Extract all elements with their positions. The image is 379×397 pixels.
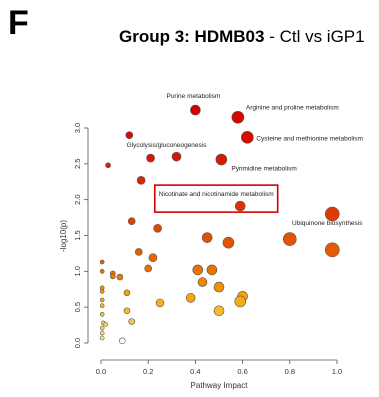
data-point: [103, 322, 109, 327]
data-point: [192, 264, 204, 276]
data-point: [99, 335, 105, 341]
data-point: [282, 232, 297, 246]
data-point: [116, 273, 124, 281]
data-point: [153, 224, 162, 233]
data-point: [185, 293, 196, 303]
data-point: [99, 259, 105, 265]
data-point: [144, 264, 152, 273]
highlight-layer: [153, 184, 279, 213]
x-tick-label: 0.4: [190, 367, 200, 376]
y-tick-label: 3.0: [73, 123, 82, 133]
data-point: [125, 131, 134, 139]
point-label: Ubiquinone biosynthesis: [292, 220, 363, 227]
data-point: [123, 307, 131, 315]
data-point: [155, 298, 165, 308]
y-tick-label: 1.0: [73, 266, 82, 276]
points-layer: [99, 104, 340, 345]
data-point: [234, 200, 246, 212]
data-point: [134, 248, 143, 256]
data-point: [324, 242, 340, 258]
data-point: [128, 318, 135, 325]
data-point: [110, 273, 116, 280]
data-point: [213, 305, 225, 317]
heading-group: Group 3: HDMB03: [119, 27, 265, 46]
data-point: [146, 153, 155, 163]
data-point: [148, 253, 158, 263]
data-point: [99, 325, 105, 331]
data-point: [231, 110, 245, 124]
data-point: [99, 297, 105, 303]
data-point: [99, 269, 105, 274]
x-tick-label: 0.8: [285, 367, 295, 376]
y-tick-label: 2.5: [73, 159, 82, 169]
data-point: [127, 217, 136, 225]
point-label: Pyrimidine metabolism: [231, 166, 296, 173]
data-point: [99, 303, 105, 309]
y-tick-label: 1.5: [73, 230, 82, 240]
point-label: Cysteine and methionine metabolism: [256, 135, 363, 142]
data-point: [234, 295, 247, 308]
data-point: [105, 162, 111, 169]
figure-heading: Group 3: HDMB03 - Ctl vs iGP1: [119, 28, 365, 45]
data-point: [197, 277, 208, 287]
data-point: [99, 312, 105, 317]
data-point: [215, 153, 228, 166]
point-labels: Purine metabolism Arginine and proline me…: [127, 93, 364, 227]
axes: 0.0 0.2 0.4 0.6 0.8 1.0 0.0 0.5 1.0 1.5 2.0 2.5 3.0: [73, 123, 342, 376]
data-point: [222, 236, 235, 249]
data-point: [206, 264, 218, 276]
x-tick-label: 1.0: [332, 367, 342, 376]
data-point: [123, 289, 131, 297]
data-point: [213, 281, 225, 293]
point-label: Nicotinate and nicotinamide metabolism: [159, 191, 274, 198]
y-tick-label: 0.0: [73, 338, 82, 348]
heading-comparison: - Ctl vs iGP1: [264, 27, 365, 46]
data-point: [201, 232, 213, 243]
data-point: [324, 206, 340, 222]
y-axis-label: -log10(p): [59, 220, 68, 252]
x-tick-label: 0.0: [96, 367, 106, 376]
data-point: [136, 176, 146, 185]
x-axis-label: Pathway Impact: [191, 381, 249, 390]
data-point: [171, 151, 182, 162]
data-point: [99, 289, 105, 294]
x-tick-label: 0.6: [237, 367, 247, 376]
data-point: [241, 131, 254, 144]
point-label: Glycolysis/gluconeogenesis: [127, 142, 208, 149]
data-point: [190, 104, 201, 116]
y-tick-label: 2.0: [73, 194, 82, 204]
data-point: [99, 330, 105, 336]
x-tick-label: 0.2: [143, 367, 153, 376]
highlight-box: [153, 184, 279, 213]
point-label: Purine metabolism: [166, 93, 220, 100]
panel-letter: F: [8, 4, 29, 42]
y-tick-label: 0.5: [73, 302, 82, 312]
point-label: Arginine and proline metabolism: [246, 104, 339, 111]
data-point: [118, 337, 126, 345]
